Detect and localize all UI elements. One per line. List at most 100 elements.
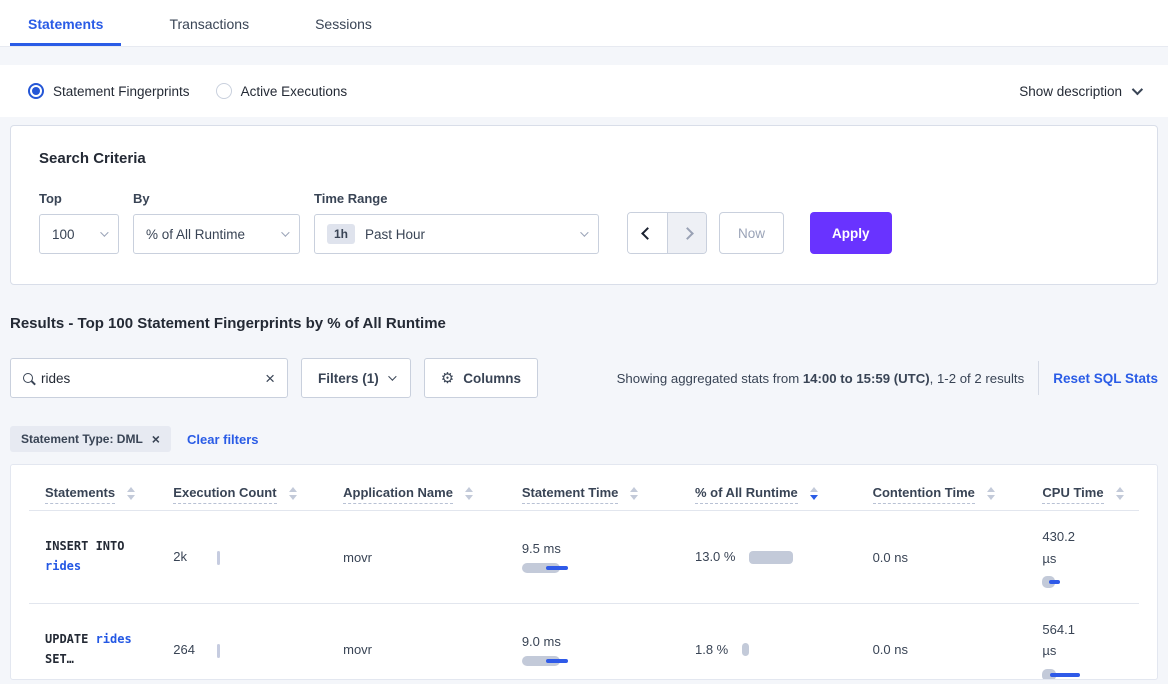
reset-sql-stats-link[interactable]: Reset SQL Stats <box>1053 370 1158 386</box>
time-range-value: Past Hour <box>365 226 426 242</box>
bar-mean <box>1042 668 1057 679</box>
statement-table-link[interactable]: rides <box>45 559 82 573</box>
bar-stddev <box>545 658 568 663</box>
chevron-right-icon <box>680 226 694 240</box>
sort-arrows-icon[interactable] <box>288 487 297 501</box>
now-button[interactable]: Now <box>719 212 785 254</box>
caret-up-icon <box>809 487 818 493</box>
filters-button[interactable]: Filters (1) <box>301 358 411 398</box>
statement-table-link[interactable]: rides <box>95 632 132 647</box>
bar-stddev <box>545 566 568 570</box>
radio-active-executions[interactable]: Active Executions <box>215 83 347 99</box>
column-header-cpu-time[interactable]: CPU Time <box>1042 469 1139 512</box>
column-header-of-all-runtime[interactable]: % of All Runtime <box>694 469 873 512</box>
tab-statements[interactable]: Statements <box>10 12 122 46</box>
column-header-label: CPU Time <box>1042 485 1104 504</box>
pct-runtime-value: 1.8 % <box>694 641 729 657</box>
column-header-statement-time[interactable]: Statement Time <box>521 469 695 512</box>
column-header-label: Contention Time <box>872 485 975 504</box>
execution-count-bar <box>217 550 221 565</box>
column-header-contention-time[interactable]: Contention Time <box>872 469 1043 512</box>
sort-arrows-icon[interactable] <box>986 487 995 501</box>
caret-up-icon <box>986 487 995 493</box>
time-bar-chart <box>1042 668 1084 679</box>
bar-mean <box>521 563 560 573</box>
sort-arrows-icon[interactable] <box>127 487 136 501</box>
statement-text: UPDATE <box>45 632 96 647</box>
clear-filters-link[interactable]: Clear filters <box>186 431 259 447</box>
caret-down-icon <box>1115 495 1124 501</box>
statement-time-cell: 9.0 ms <box>521 603 695 679</box>
column-header-label: % of All Runtime <box>694 485 798 504</box>
statement-cell: INSERT INTO rides <box>29 510 174 604</box>
bar-stddev <box>1050 672 1081 677</box>
cpu-time-value: 430.2 µs <box>1042 529 1075 566</box>
contention-time-cell: 0.0 ns <box>872 603 1043 679</box>
time-bar-chart <box>521 655 572 666</box>
time-bar-chart <box>521 563 572 573</box>
chevron-down-icon <box>387 372 397 381</box>
previous-time-window-button[interactable] <box>628 213 667 253</box>
tab-transactions[interactable]: Transactions <box>169 16 250 32</box>
top-field: Top 100 <box>39 191 119 254</box>
bar-mean <box>1042 575 1056 588</box>
top-tab-bar: Statements Transactions Sessions <box>0 0 1168 47</box>
show-description-toggle[interactable]: Show description <box>1019 84 1144 99</box>
stats-group: Showing aggregated stats from 14:00 to 1… <box>617 361 1158 395</box>
contention-time-value: 0.0 ns <box>872 642 908 658</box>
tab-sessions[interactable]: Sessions <box>315 16 372 32</box>
caret-down-icon <box>630 495 639 501</box>
time-range-select[interactable]: 1h Past Hour <box>314 214 599 254</box>
column-header-label: Execution Count <box>173 485 277 504</box>
caret-up-icon <box>464 487 473 493</box>
next-time-window-button[interactable] <box>667 213 706 253</box>
radio-statement-fingerprints[interactable]: Statement Fingerprints <box>28 83 190 99</box>
execution-count-cell: 264 <box>173 603 344 679</box>
clear-search-icon[interactable]: × <box>265 368 275 388</box>
top-select[interactable]: 100 <box>39 214 119 254</box>
filter-chip-label: Statement Type: DML <box>21 432 143 446</box>
pct-runtime-value: 13.0 % <box>694 548 736 564</box>
cpu-time-cell: 564.1 µs <box>1042 603 1139 679</box>
sort-arrows-icon[interactable] <box>630 487 639 501</box>
application-name-value: movr <box>343 642 373 658</box>
sort-arrows-icon[interactable] <box>464 487 473 501</box>
chevron-down-icon <box>100 228 109 237</box>
by-select[interactable]: % of All Runtime <box>133 214 300 254</box>
cpu-time-value: 564.1 µs <box>1042 621 1075 659</box>
table-row: UPDATE rides SET… 264 movr 9.0 ms 1.8 % 0.0 n… <box>29 603 1139 679</box>
columns-button[interactable]: ⚙ Columns <box>423 358 538 398</box>
caret-up-icon <box>288 487 297 493</box>
caret-down-icon <box>986 495 995 501</box>
column-header-application-name[interactable]: Application Name <box>343 469 522 512</box>
remove-filter-icon[interactable]: × <box>151 431 160 447</box>
radio-circle-icon <box>215 83 232 99</box>
application-name-cell: movr <box>343 510 522 604</box>
sort-arrows-icon[interactable] <box>809 487 818 501</box>
column-header-execution-count[interactable]: Execution Count <box>173 469 344 512</box>
radio-circle-icon <box>28 83 44 99</box>
time-window-arrows <box>627 212 707 254</box>
view-toggle-bar: Statement Fingerprints Active Executions … <box>0 65 1168 117</box>
caret-down-icon <box>809 495 818 501</box>
column-header-statements[interactable]: Statements <box>29 469 174 512</box>
gear-icon: ⚙ <box>440 370 455 387</box>
time-bar-chart <box>1042 575 1064 588</box>
bar-stddev <box>1049 579 1061 584</box>
columns-button-label: Columns <box>463 370 521 386</box>
search-input[interactable] <box>41 370 258 386</box>
time-range-field: Time Range 1h Past Hour <box>314 191 599 254</box>
table-body: INSERT INTO rides 2k movr 9.5 ms 13.0 % 0.0 n… <box>29 510 1139 679</box>
pct-runtime-cell: 13.0 % <box>694 510 873 604</box>
execution-count-value: 2k <box>173 549 188 565</box>
search-criteria-title: Search Criteria <box>39 150 146 167</box>
contention-time-value: 0.0 ns <box>872 549 908 565</box>
time-range-badge: 1h <box>327 224 356 244</box>
pct-runtime-bar <box>749 550 794 564</box>
sort-arrows-icon[interactable] <box>1115 487 1124 501</box>
column-header-label: Statements <box>45 485 116 504</box>
search-criteria-card: Search Criteria Top 100 By % of All Runt… <box>10 125 1158 285</box>
apply-button[interactable]: Apply <box>810 212 892 254</box>
caret-down-icon <box>288 495 297 501</box>
by-field: By % of All Runtime <box>133 191 300 254</box>
